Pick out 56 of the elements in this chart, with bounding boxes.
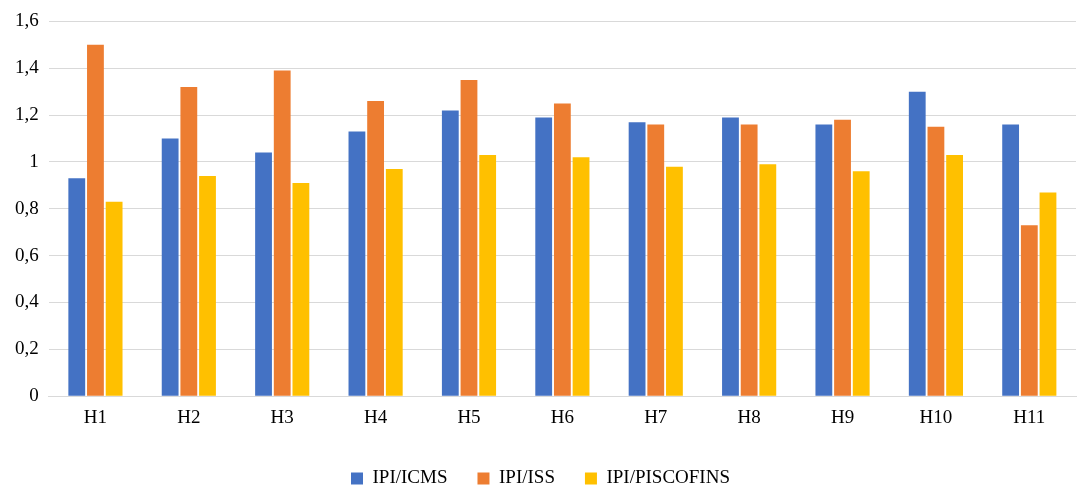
y-tick-label: 0,2 [15,337,39,359]
bar [68,178,86,396]
bar [815,124,833,396]
bar [255,152,272,396]
bar [367,101,385,396]
bar [759,164,777,396]
legend-label: IPI/ISS [498,466,555,488]
bar [908,91,926,396]
bar [479,154,497,396]
y-tick-label: 0,8 [15,196,39,218]
legend-label: IPI/ICMS [372,466,448,488]
x-tick-label: H8 [737,405,761,427]
bar [834,119,851,396]
bar [722,117,739,396]
bar [628,122,646,396]
bar [852,171,870,396]
x-tick-label: H4 [363,405,388,427]
bar [87,44,104,396]
x-tick-label: H9 [830,405,855,427]
bar [666,166,683,396]
bar [199,176,216,396]
bar [1020,225,1038,396]
y-tick-label: 0,6 [15,243,39,265]
bar [460,79,478,396]
bar [441,110,459,396]
bar [292,183,310,396]
bar [946,154,963,396]
x-tick-label: H5 [457,405,481,427]
bar [348,131,366,396]
x-tick-label: H2 [177,405,201,427]
bar [927,126,945,396]
bar [1039,192,1057,396]
x-tick-label: H3 [270,405,294,427]
y-tick-label: 0,4 [15,290,40,312]
bar [572,157,590,396]
x-tick-label: H10 [919,405,953,427]
y-tick-label: 1,4 [15,56,40,78]
bar [161,138,179,396]
x-tick-label: H11 [1013,405,1046,427]
y-tick-label: 1 [29,149,39,171]
legend-label: IPI/PISCOFINS [606,466,730,488]
bar [647,124,665,396]
y-tick-label: 1,6 [15,9,39,31]
bar [535,117,553,396]
bar [1002,124,1020,396]
bar [385,168,403,396]
bar [273,70,291,396]
bar [553,103,571,396]
bar [105,201,123,396]
x-tick-label: H6 [550,405,574,427]
y-tick-label: 0 [29,384,39,406]
y-tick-label: 1,2 [15,103,39,125]
bar [740,124,758,396]
x-tick-label: H1 [83,405,108,427]
bar [180,86,198,396]
x-tick-label: H7 [644,405,668,427]
